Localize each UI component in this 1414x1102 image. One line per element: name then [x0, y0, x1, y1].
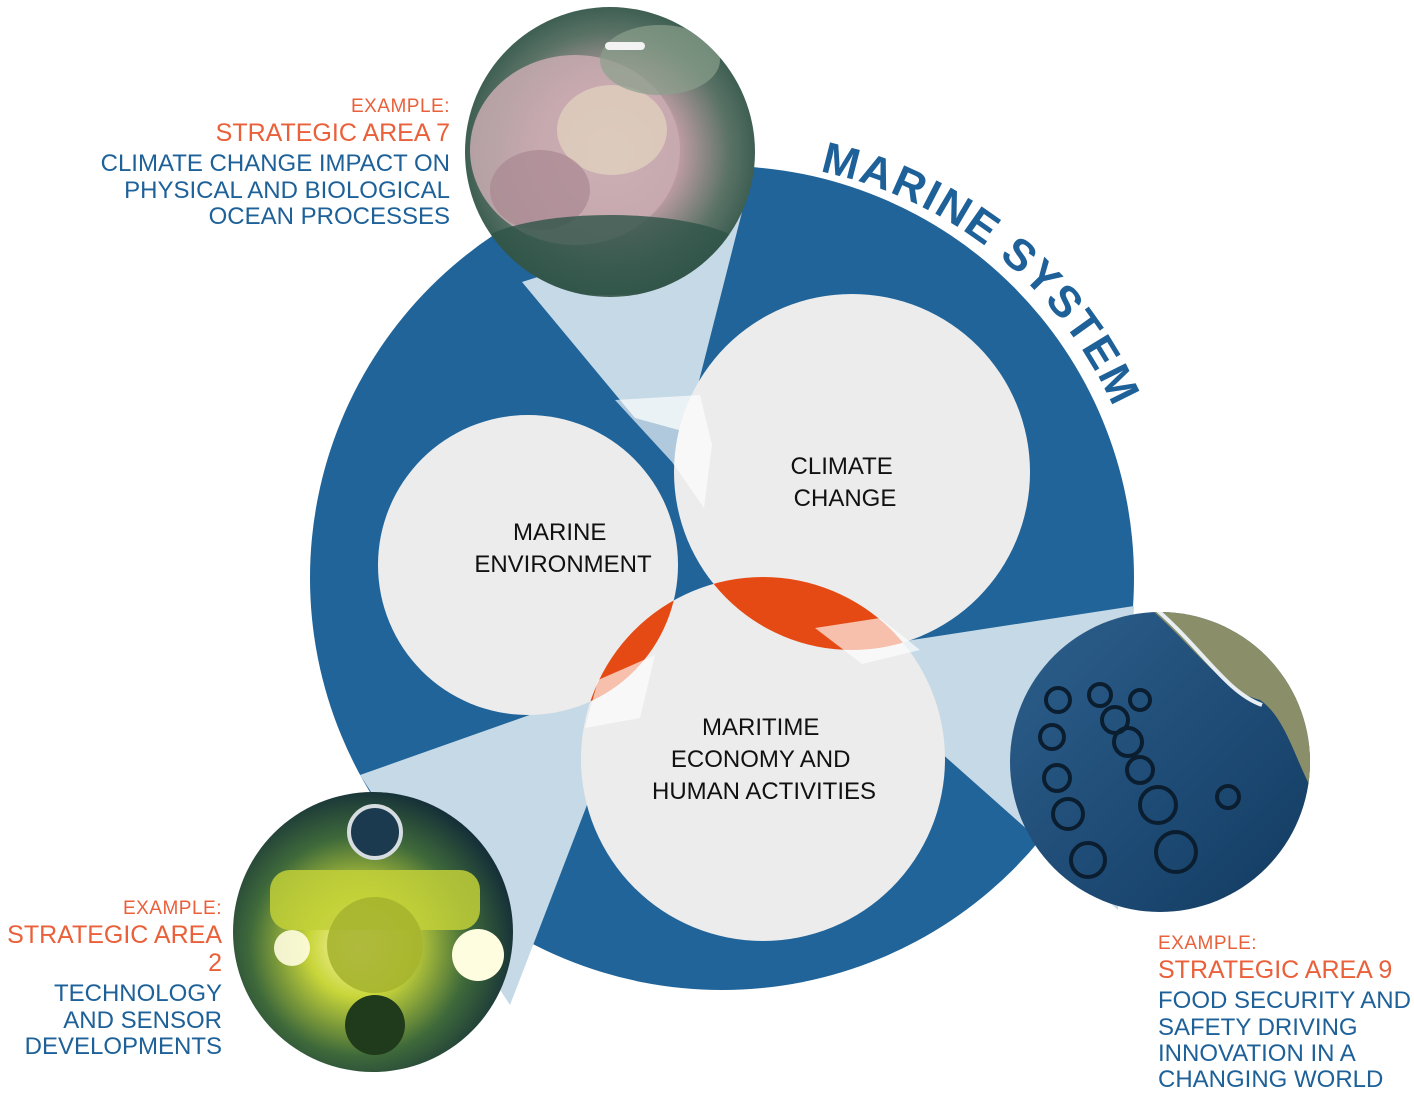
label-maritime-economy: MARITIME ECONOMY AND HUMAN ACTIVITIES — [652, 714, 876, 805]
beam-strategic-area-2 — [360, 690, 612, 1005]
example-label: EXAMPLE: — [1158, 933, 1258, 954]
example-label: EXAMPLE: — [122, 898, 222, 919]
example-label: EXAMPLE: — [350, 96, 450, 117]
coral-reef-photo — [465, 7, 755, 297]
label-climate-change: CLIMATE CHANGE — [791, 453, 900, 512]
circle-climate-change — [674, 294, 1030, 650]
circle-marine-environment — [378, 415, 678, 715]
example-strategic-area-9: EXAMPLE: STRATEGIC AREA 9 FOOD SECURITY … — [1158, 933, 1414, 1094]
strategic-area-description: TECHNOLOGY AND SENSOR DEVELOPMENTS — [24, 980, 222, 1061]
strategic-area-description: FOOD SECURITY AND SAFETY DRIVING INNOVAT… — [1158, 987, 1411, 1094]
example-strategic-area-2: EXAMPLE: STRATEGIC AREA 2 TECHNOLOGY AND… — [0, 898, 222, 1060]
strategic-area-description: CLIMATE CHANGE IMPACT ON PHYSICAL AND BI… — [100, 150, 450, 231]
beam-tip-area-7 — [615, 395, 712, 508]
circle-maritime-economy — [581, 577, 945, 941]
beam-tip-area-9 — [815, 618, 920, 664]
beam-tip-area-2 — [585, 655, 655, 728]
strategic-area-title: STRATEGIC AREA 9 — [1158, 956, 1393, 985]
example-strategic-area-7: EXAMPLE: STRATEGIC AREA 7 CLIMATE CHANGE… — [60, 96, 450, 230]
submersible-photo — [233, 792, 513, 1072]
label-marine-environment: MARINE ENVIRONMENT — [474, 519, 652, 578]
strategic-area-title: STRATEGIC AREA 2 — [7, 921, 222, 978]
strategic-area-title: STRATEGIC AREA 7 — [215, 119, 450, 148]
